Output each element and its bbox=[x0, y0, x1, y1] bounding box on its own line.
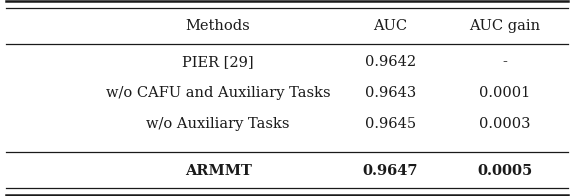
Text: 0.0001: 0.0001 bbox=[479, 86, 531, 100]
Text: w/o Auxiliary Tasks: w/o Auxiliary Tasks bbox=[146, 117, 290, 132]
Text: -: - bbox=[503, 55, 507, 69]
Text: w/o CAFU and Auxiliary Tasks: w/o CAFU and Auxiliary Tasks bbox=[106, 86, 331, 100]
Text: 0.9642: 0.9642 bbox=[364, 55, 416, 69]
Text: PIER [29]: PIER [29] bbox=[183, 55, 254, 69]
Text: 0.9647: 0.9647 bbox=[363, 163, 418, 178]
Text: 0.9645: 0.9645 bbox=[364, 117, 416, 132]
Text: AUC gain: AUC gain bbox=[470, 19, 541, 34]
Text: AUC: AUC bbox=[373, 19, 408, 34]
Text: ARMMT: ARMMT bbox=[185, 163, 251, 178]
Text: Methods: Methods bbox=[186, 19, 250, 34]
Text: 0.0005: 0.0005 bbox=[478, 163, 533, 178]
Text: 0.9643: 0.9643 bbox=[364, 86, 416, 100]
Text: 0.0003: 0.0003 bbox=[479, 117, 531, 132]
